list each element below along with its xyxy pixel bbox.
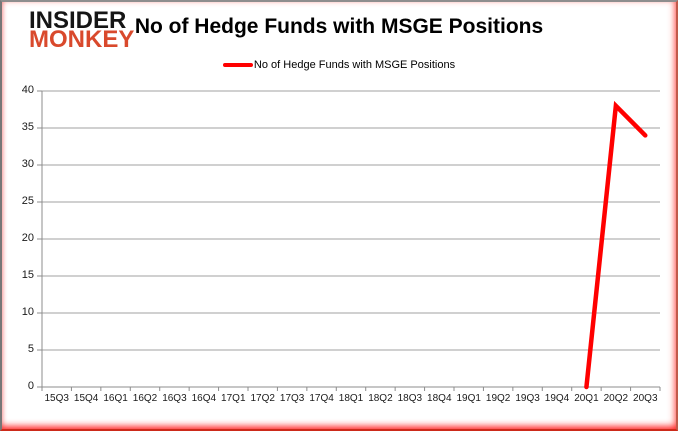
y-tick-label: 25 [21,195,34,207]
y-tick-label: 30 [21,158,34,170]
x-tick-label: 16Q4 [191,393,217,404]
legend: No of Hedge Funds with MSGE Positions [2,57,676,73]
x-tick-label: 20Q1 [574,393,599,404]
y-tick-label: 0 [27,380,34,392]
x-tick-label: 19Q4 [544,393,570,404]
x-tick-label: 17Q2 [250,393,275,404]
x-tick-label: 18Q4 [427,393,452,404]
logo-text-insider: INSIDER [29,7,127,34]
x-tick-label: 17Q4 [309,393,334,404]
y-tick-label: 15 [21,269,34,281]
legend-label: No of Hedge Funds with MSGE Positions [253,59,456,71]
logo-text-monkey: MONKEY [29,26,135,53]
x-tick-label: 17Q1 [221,393,246,404]
y-tick-label: 35 [21,121,34,133]
x-tick-label: 19Q3 [515,393,540,404]
x-tick-label: 18Q1 [338,393,364,404]
insider-monkey-logo: INSIDER MONKEY [29,7,135,53]
y-tick-label: 20 [21,232,34,244]
y-tick-label: 10 [21,306,34,318]
x-tick-label: 19Q1 [456,393,481,404]
x-tick-label: 17Q3 [279,393,305,404]
x-tick-label: 16Q3 [162,393,187,404]
y-tick-label: 5 [27,343,34,355]
y-tick-label: 40 [21,84,34,96]
legend-line-swatch [222,63,253,67]
x-tick-label: 18Q2 [368,393,393,404]
x-tick-label: 20Q2 [603,393,629,404]
x-tick-label: 15Q4 [73,393,99,404]
x-tick-label: 19Q2 [485,393,511,404]
series-line [584,100,648,390]
x-tick-label: 16Q1 [103,393,128,404]
x-tick-label: 16Q2 [132,393,158,404]
x-tick-label: 18Q3 [397,393,423,404]
x-tick-label: 15Q3 [44,393,69,404]
x-tick-label: 20Q3 [633,393,658,404]
chart-title: No of Hedge Funds with MSGE Positions [134,15,544,38]
